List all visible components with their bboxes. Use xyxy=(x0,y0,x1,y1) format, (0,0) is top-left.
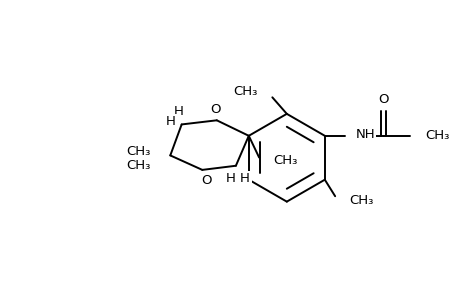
Text: H: H xyxy=(174,105,184,118)
Text: NH: NH xyxy=(354,128,374,141)
Text: O: O xyxy=(378,93,388,106)
Text: CH₃: CH₃ xyxy=(273,154,297,166)
Text: CH₃: CH₃ xyxy=(233,85,257,98)
Text: O: O xyxy=(209,103,220,116)
Text: H: H xyxy=(165,116,175,128)
Text: CH₃: CH₃ xyxy=(349,194,373,207)
Text: H: H xyxy=(240,172,250,185)
Text: CH₃: CH₃ xyxy=(126,145,151,158)
Text: CH₃: CH₃ xyxy=(424,129,448,142)
Text: H: H xyxy=(225,172,235,185)
Text: O: O xyxy=(201,174,211,187)
Text: CH₃: CH₃ xyxy=(126,159,151,172)
